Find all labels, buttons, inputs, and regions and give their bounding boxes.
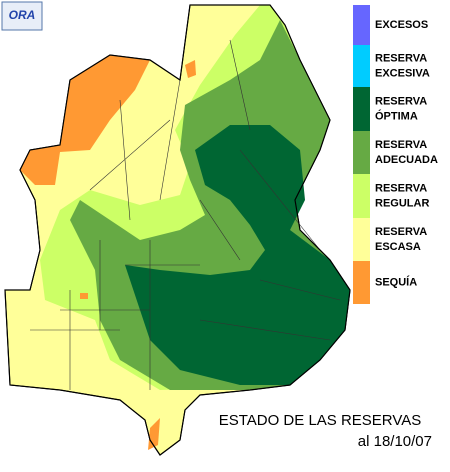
logo: ORA [9, 8, 36, 22]
legend-label: SEQUÍA [375, 275, 417, 288]
legend-swatch [353, 174, 370, 218]
region-sequia [80, 293, 88, 299]
region-sequia [185, 60, 196, 78]
legend-label: RESERVA [375, 52, 427, 64]
legend-label: RESERVA [375, 139, 427, 151]
legend-label: RESERVA [375, 95, 427, 107]
legend-label: ADECUADA [375, 154, 438, 166]
map-title: ESTADO DE LAS RESERVAS [219, 412, 422, 429]
legend-swatch [353, 5, 370, 45]
legend-label: ESCASA [375, 241, 421, 253]
legend-label: REGULAR [375, 197, 429, 209]
region-optima [125, 125, 350, 385]
borders [30, 39, 341, 390]
map-date: al 18/10/07 [358, 433, 432, 450]
outline [4, 4, 351, 456]
legend-swatch [353, 218, 370, 261]
legend-label: RESERVA [375, 182, 427, 194]
legend-label: ÓPTIMA [375, 109, 418, 122]
legend: EXCESOS RESERVA EXCESIVA RESERVA ÓPTIMA RESER… [353, 5, 438, 304]
map [4, 4, 351, 456]
legend-label: RESERVA [375, 226, 427, 238]
legend-label: EXCESIVA [375, 67, 430, 79]
legend-swatch [353, 261, 370, 304]
legend-swatch [353, 87, 370, 131]
region-sequia [20, 55, 150, 185]
legend-label: EXCESOS [375, 19, 428, 31]
logo-box [1, 1, 43, 31]
legend-swatch [353, 45, 370, 87]
legend-swatch [353, 131, 370, 174]
